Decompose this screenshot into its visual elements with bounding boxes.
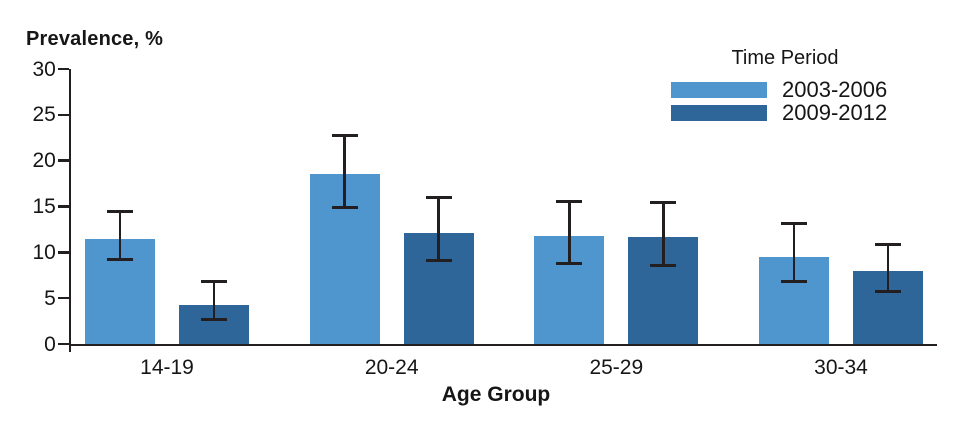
error-bar-cap-bottom	[781, 280, 807, 284]
error-bar-cap-bottom	[875, 290, 901, 294]
error-bar-line	[792, 223, 796, 282]
error-bar-cap-bottom	[201, 317, 227, 321]
y-tick	[57, 296, 69, 300]
x-category-label: 30-34	[814, 356, 868, 379]
legend-title: Time Period	[731, 47, 839, 69]
legend-entry: 2003-2006	[671, 77, 931, 104]
y-axis-title: Prevalence, %	[26, 28, 164, 50]
x-axis-title: Age Group	[441, 383, 551, 406]
error-bar-line	[118, 211, 122, 260]
y-tick-label: 10	[32, 240, 56, 264]
y-tick-label: 20	[32, 149, 56, 173]
error-bar-cap-top	[556, 200, 583, 204]
error-bar-line	[437, 197, 441, 261]
error-bar-cap-top	[331, 133, 358, 137]
error-bar-cap-bottom	[650, 263, 677, 267]
x-axis-line	[68, 343, 937, 346]
y-tick	[57, 67, 69, 71]
error-bar-line	[661, 202, 665, 266]
y-tick	[57, 251, 69, 254]
error-bar-cap-top	[781, 222, 807, 226]
y-tick	[57, 113, 69, 117]
y-tick	[57, 205, 69, 208]
legend-entry: 2009-2012	[671, 100, 931, 127]
y-tick-label: 5	[44, 286, 56, 310]
legend-label: 2009-2012	[782, 100, 888, 125]
legend-swatch-2009-2012	[671, 105, 767, 121]
error-bar-cap-top	[425, 195, 452, 199]
error-bar-cap-bottom	[107, 258, 133, 262]
y-axis-line	[68, 69, 72, 352]
error-bar-line	[886, 244, 890, 292]
error-bar-cap-bottom	[331, 205, 358, 209]
x-category-label: 25-29	[589, 356, 644, 379]
error-bar-cap-top	[201, 280, 227, 284]
error-bar-cap-bottom	[556, 261, 583, 265]
y-tick-label: 0	[44, 332, 56, 356]
error-bar-cap-top	[650, 201, 677, 205]
error-bar-line	[343, 135, 347, 208]
error-bar-cap-bottom	[425, 259, 452, 263]
y-tick-label: 15	[32, 195, 56, 218]
x-category-label: 14-19	[140, 356, 194, 379]
error-bar-cap-top	[875, 242, 901, 246]
legend-label: 2003-2006	[782, 77, 888, 102]
x-category-label: 20-24	[364, 356, 419, 379]
error-bar-line	[212, 281, 216, 320]
y-tick	[57, 342, 69, 346]
error-bar-line	[567, 201, 571, 264]
legend-swatch-2003-2006	[671, 82, 767, 98]
y-tick-label: 25	[32, 103, 56, 127]
y-tick-label: 30	[32, 57, 56, 81]
error-bar-cap-top	[107, 209, 133, 213]
y-tick	[57, 159, 69, 162]
